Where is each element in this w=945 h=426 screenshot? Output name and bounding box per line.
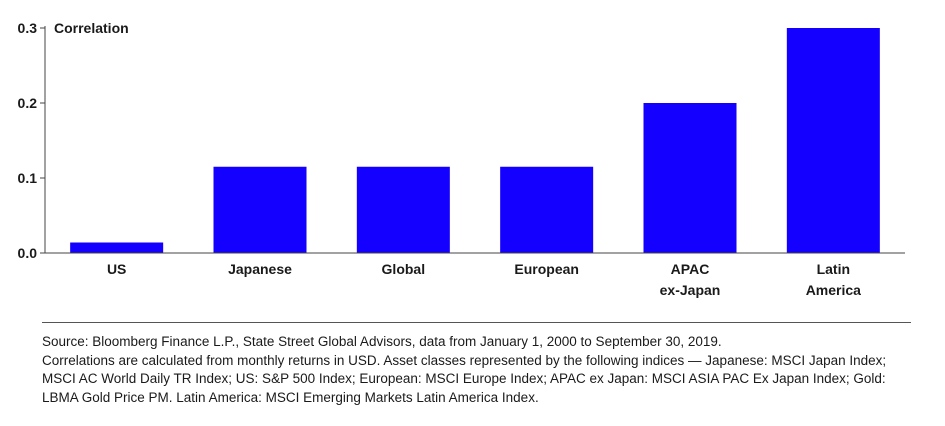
y-tick-label: 0.1 xyxy=(18,170,38,186)
x-category-label: Japanese xyxy=(228,261,292,277)
source-line: Source: Bloomberg Finance L.P., State St… xyxy=(42,334,722,349)
bar xyxy=(70,242,164,253)
bar xyxy=(356,166,450,253)
y-tick-label: 0.3 xyxy=(18,20,38,36)
x-category-label: US xyxy=(107,261,126,277)
bar-chart: Correlation 0.0 0.1 0.2 0.3 US Japanese Globa… xyxy=(18,20,905,298)
y-tick-label: 0.2 xyxy=(18,95,38,111)
footer-divider xyxy=(42,322,911,323)
y-axis: 0.0 0.1 0.2 0.3 xyxy=(18,20,46,261)
bar xyxy=(213,166,307,253)
bar xyxy=(786,28,880,253)
x-axis: US Japanese Global European APAC ex-Japan Lati… xyxy=(45,252,905,298)
bar xyxy=(643,103,737,253)
x-category-label: APAC ex-Japan xyxy=(660,261,721,298)
y-tick-label: 0.0 xyxy=(18,245,38,261)
x-category-label: Global xyxy=(382,261,426,277)
source-note: Source: Bloomberg Finance L.P., State St… xyxy=(42,333,914,407)
x-category-label: Latin America xyxy=(806,261,861,298)
bar xyxy=(500,166,594,253)
bars xyxy=(70,28,880,253)
y-axis-label: Correlation xyxy=(54,20,129,36)
methodology-note: Correlations are calculated from monthly… xyxy=(42,352,887,405)
x-category-label: European xyxy=(514,261,579,277)
